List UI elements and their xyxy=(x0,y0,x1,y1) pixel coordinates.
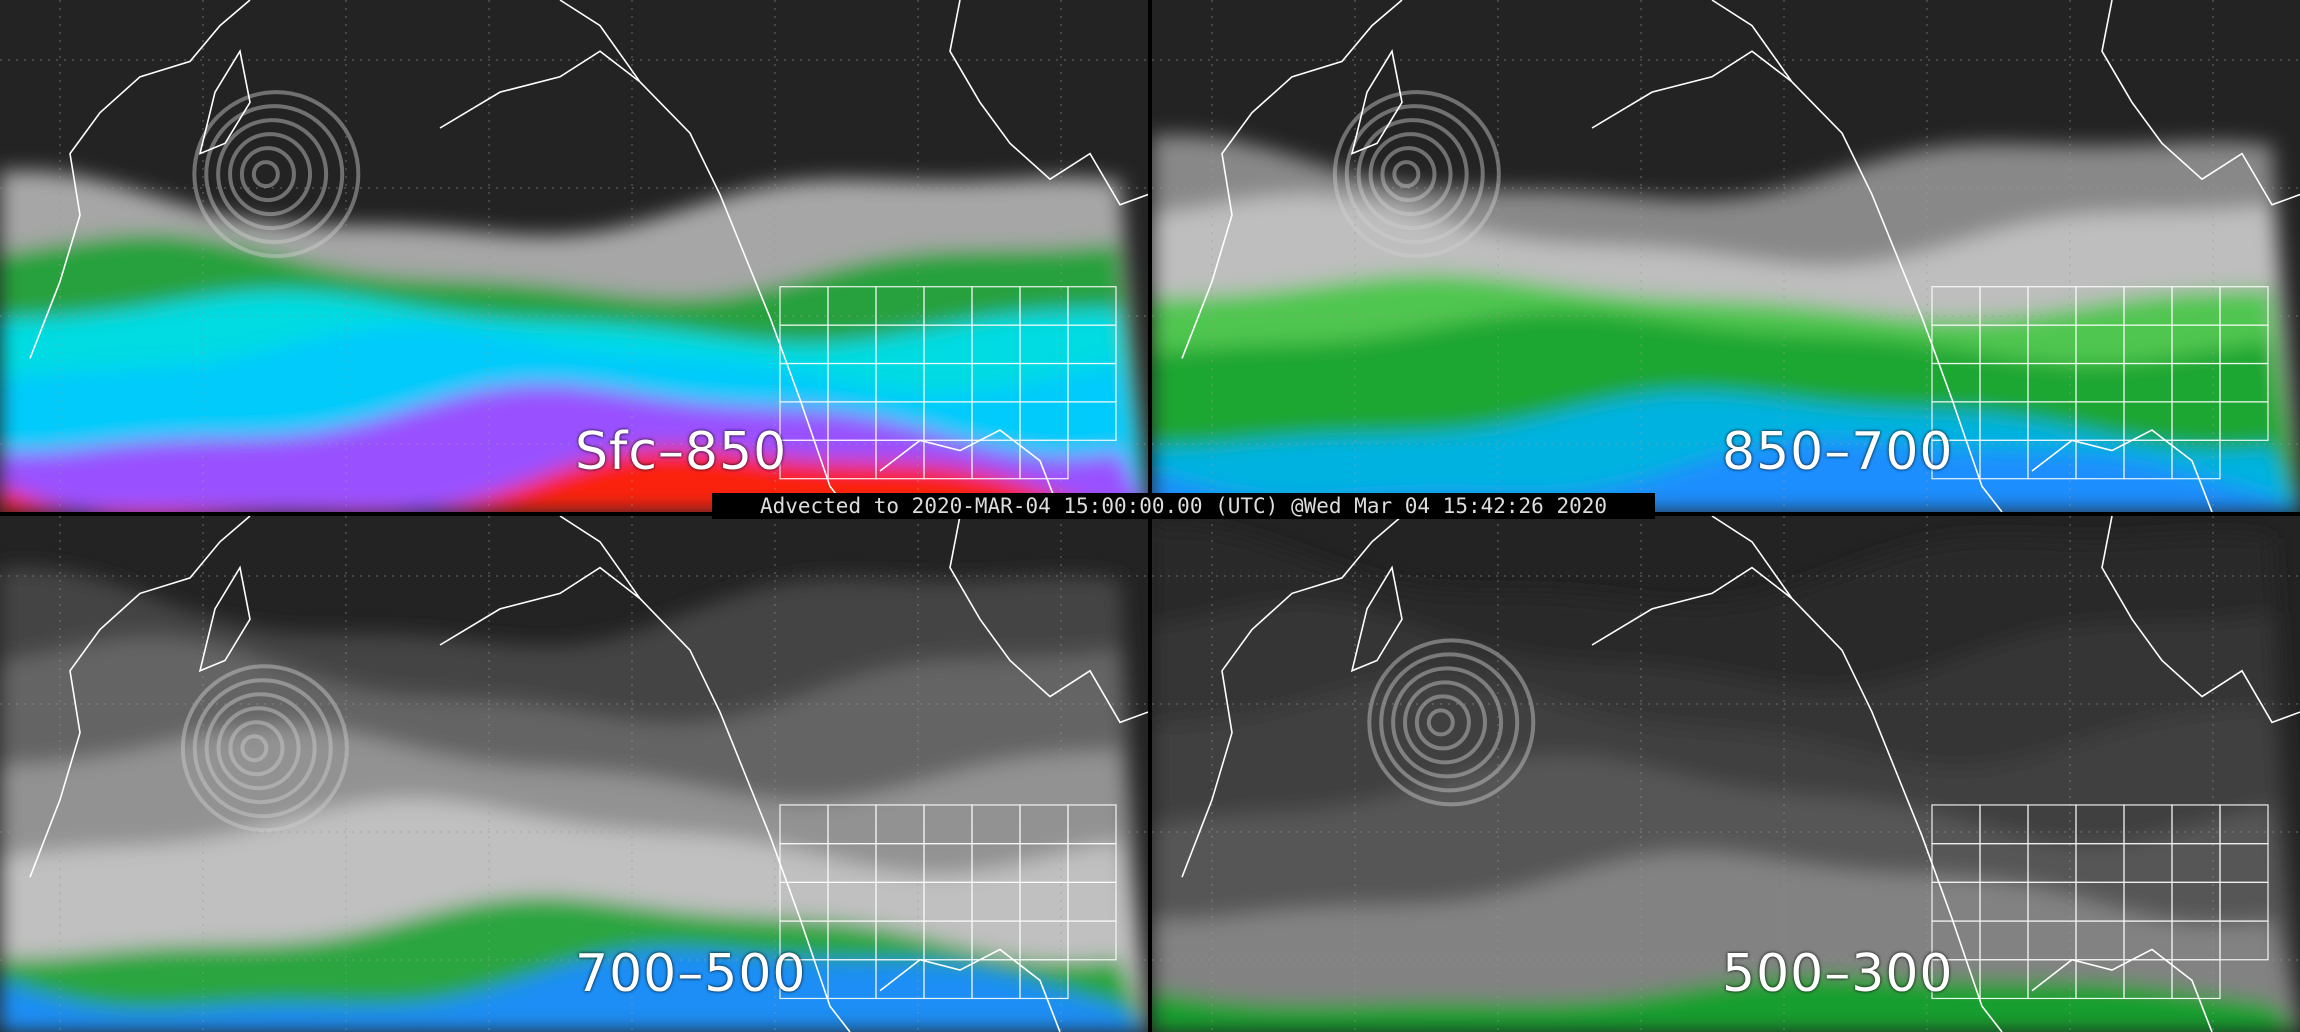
state-boundaries xyxy=(779,286,1117,480)
advection-timestamp-banner: Advected to 2020-MAR-04 15:00:00.00 (UTC… xyxy=(712,493,1655,519)
layer-label-500-300: 500–300 xyxy=(1722,944,1954,1004)
moisture-band xyxy=(1152,974,2300,1032)
graticule xyxy=(1152,0,2300,512)
state-boundaries xyxy=(1931,804,2269,1000)
state-boundaries xyxy=(1931,286,2269,480)
moisture-bands xyxy=(1152,135,2300,512)
graticule xyxy=(0,0,1148,512)
moisture-band xyxy=(1152,439,2300,512)
graticule xyxy=(0,516,1148,1032)
moisture-bands xyxy=(1152,526,2300,1032)
coastlines xyxy=(1181,0,2300,512)
map-500-300 xyxy=(1152,516,2300,1032)
cyclone-swirl-icon xyxy=(180,664,349,833)
moisture-band xyxy=(0,948,1148,1032)
panel-850-700: 850–700 xyxy=(1152,0,2300,512)
cyclone-swirl-icon xyxy=(1367,638,1536,807)
map-700-500 xyxy=(0,516,1148,1032)
panel-500-300: 500–300 xyxy=(1152,516,2300,1032)
map-850-700 xyxy=(1152,0,2300,512)
moisture-bands xyxy=(0,171,1148,512)
panel-700-500: 700–500 xyxy=(0,516,1148,1032)
layer-label-sfc-850: Sfc–850 xyxy=(575,422,788,482)
coastlines xyxy=(1181,516,2300,1032)
map-sfc-850 xyxy=(0,0,1148,512)
coastlines xyxy=(29,516,1148,1032)
graticule xyxy=(1152,516,2300,1032)
layer-label-850-700: 850–700 xyxy=(1722,422,1954,482)
cyclone-swirl-icon xyxy=(192,90,361,259)
cyclone-swirl-icon xyxy=(1332,90,1501,259)
moisture-bands xyxy=(0,568,1148,1032)
panel-sfc-850: Sfc–850 xyxy=(0,0,1148,512)
layer-label-700-500: 700–500 xyxy=(575,944,807,1004)
state-boundaries xyxy=(779,804,1117,1000)
